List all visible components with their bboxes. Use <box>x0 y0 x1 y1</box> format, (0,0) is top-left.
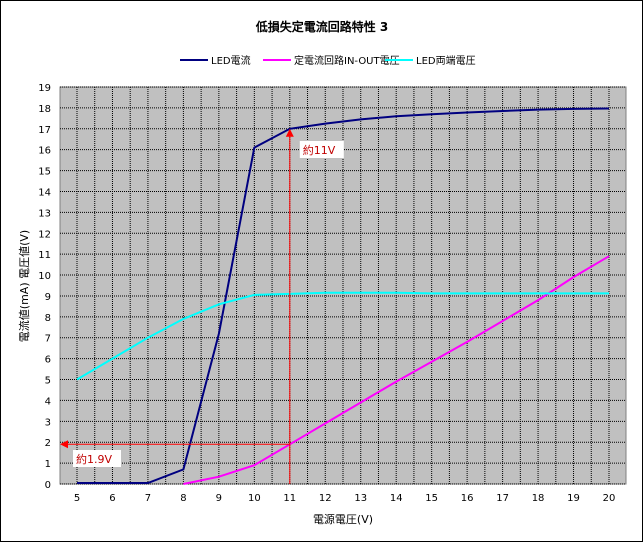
x-tick-label: 12 <box>319 493 332 504</box>
legend-label: LED電流 <box>211 54 251 67</box>
x-tick-label: 6 <box>109 493 115 504</box>
y-tick-label: 9 <box>45 292 51 303</box>
y-tick-label: 1 <box>45 459 51 470</box>
series-line <box>77 107 610 484</box>
x-tick-label: 8 <box>180 493 186 504</box>
x-tick-label: 20 <box>603 493 616 504</box>
x-tick-label: 16 <box>461 493 474 504</box>
y-tick-label: 16 <box>38 146 51 157</box>
x-tick-label: 11 <box>283 493 296 504</box>
x-tick-label: 19 <box>567 493 580 504</box>
y-tick-label: 8 <box>45 313 51 324</box>
y-tick-label: 14 <box>38 187 51 198</box>
annotation-1-9v: 約1.9V <box>76 452 112 466</box>
y-tick-label: 0 <box>45 480 51 491</box>
annotation-11v: 約11V <box>303 143 336 157</box>
x-tick-label: 17 <box>496 493 509 504</box>
y-tick-label: 15 <box>38 167 51 178</box>
annotation-box <box>73 450 121 467</box>
x-tick-label: 9 <box>216 493 222 504</box>
legend-label: 定電流回路IN-OUT電圧 <box>294 54 400 67</box>
y-tick-label: 10 <box>38 271 51 282</box>
v-arrow-head <box>285 128 294 137</box>
grid-lines <box>60 86 626 485</box>
x-tick-label: 18 <box>532 493 545 504</box>
annotation-box <box>299 141 344 158</box>
y-tick-label: 19 <box>38 83 51 94</box>
x-tick-label: 15 <box>425 493 438 504</box>
y-tick-label: 5 <box>45 376 51 387</box>
series-layer <box>76 107 610 485</box>
legend: LED電流 定電流回路IN-OUT電圧 LED両端電圧 <box>180 54 476 67</box>
x-axis-label: 電源電圧(V) <box>313 512 373 526</box>
x-tick-label: 7 <box>145 493 151 504</box>
series-line <box>76 291 609 381</box>
x-axis-ticks: 5 6 7 8 9 10 11 12 13 14 15 16 17 18 19 20 <box>74 493 616 504</box>
y-tick-label: 13 <box>38 208 51 219</box>
y-tick-label: 4 <box>45 396 51 407</box>
annotation-layer: 約11V 約1.9V <box>60 128 344 484</box>
x-tick-label: 5 <box>74 493 80 504</box>
y-tick-label: 17 <box>38 125 51 136</box>
y-tick-label: 7 <box>45 334 51 345</box>
x-tick-label: 14 <box>390 493 403 504</box>
y-tick-label: 18 <box>38 104 51 115</box>
y-tick-label: 3 <box>45 417 51 428</box>
x-tick-label: 10 <box>248 493 261 504</box>
series-line <box>183 255 610 485</box>
legend-label: LED両端電圧 <box>416 54 476 67</box>
y-tick-label: 11 <box>38 250 51 261</box>
x-tick-label: 13 <box>354 493 367 504</box>
h-arrow-head <box>60 440 68 449</box>
y-tick-label: 12 <box>38 229 51 240</box>
y-tick-label: 2 <box>45 438 51 449</box>
y-tick-label: 6 <box>45 355 51 366</box>
y-axis-label: 電流値(mA) 電圧値(V) <box>17 230 31 342</box>
chart-title: 低損失定電流回路特性 3 <box>255 19 389 34</box>
